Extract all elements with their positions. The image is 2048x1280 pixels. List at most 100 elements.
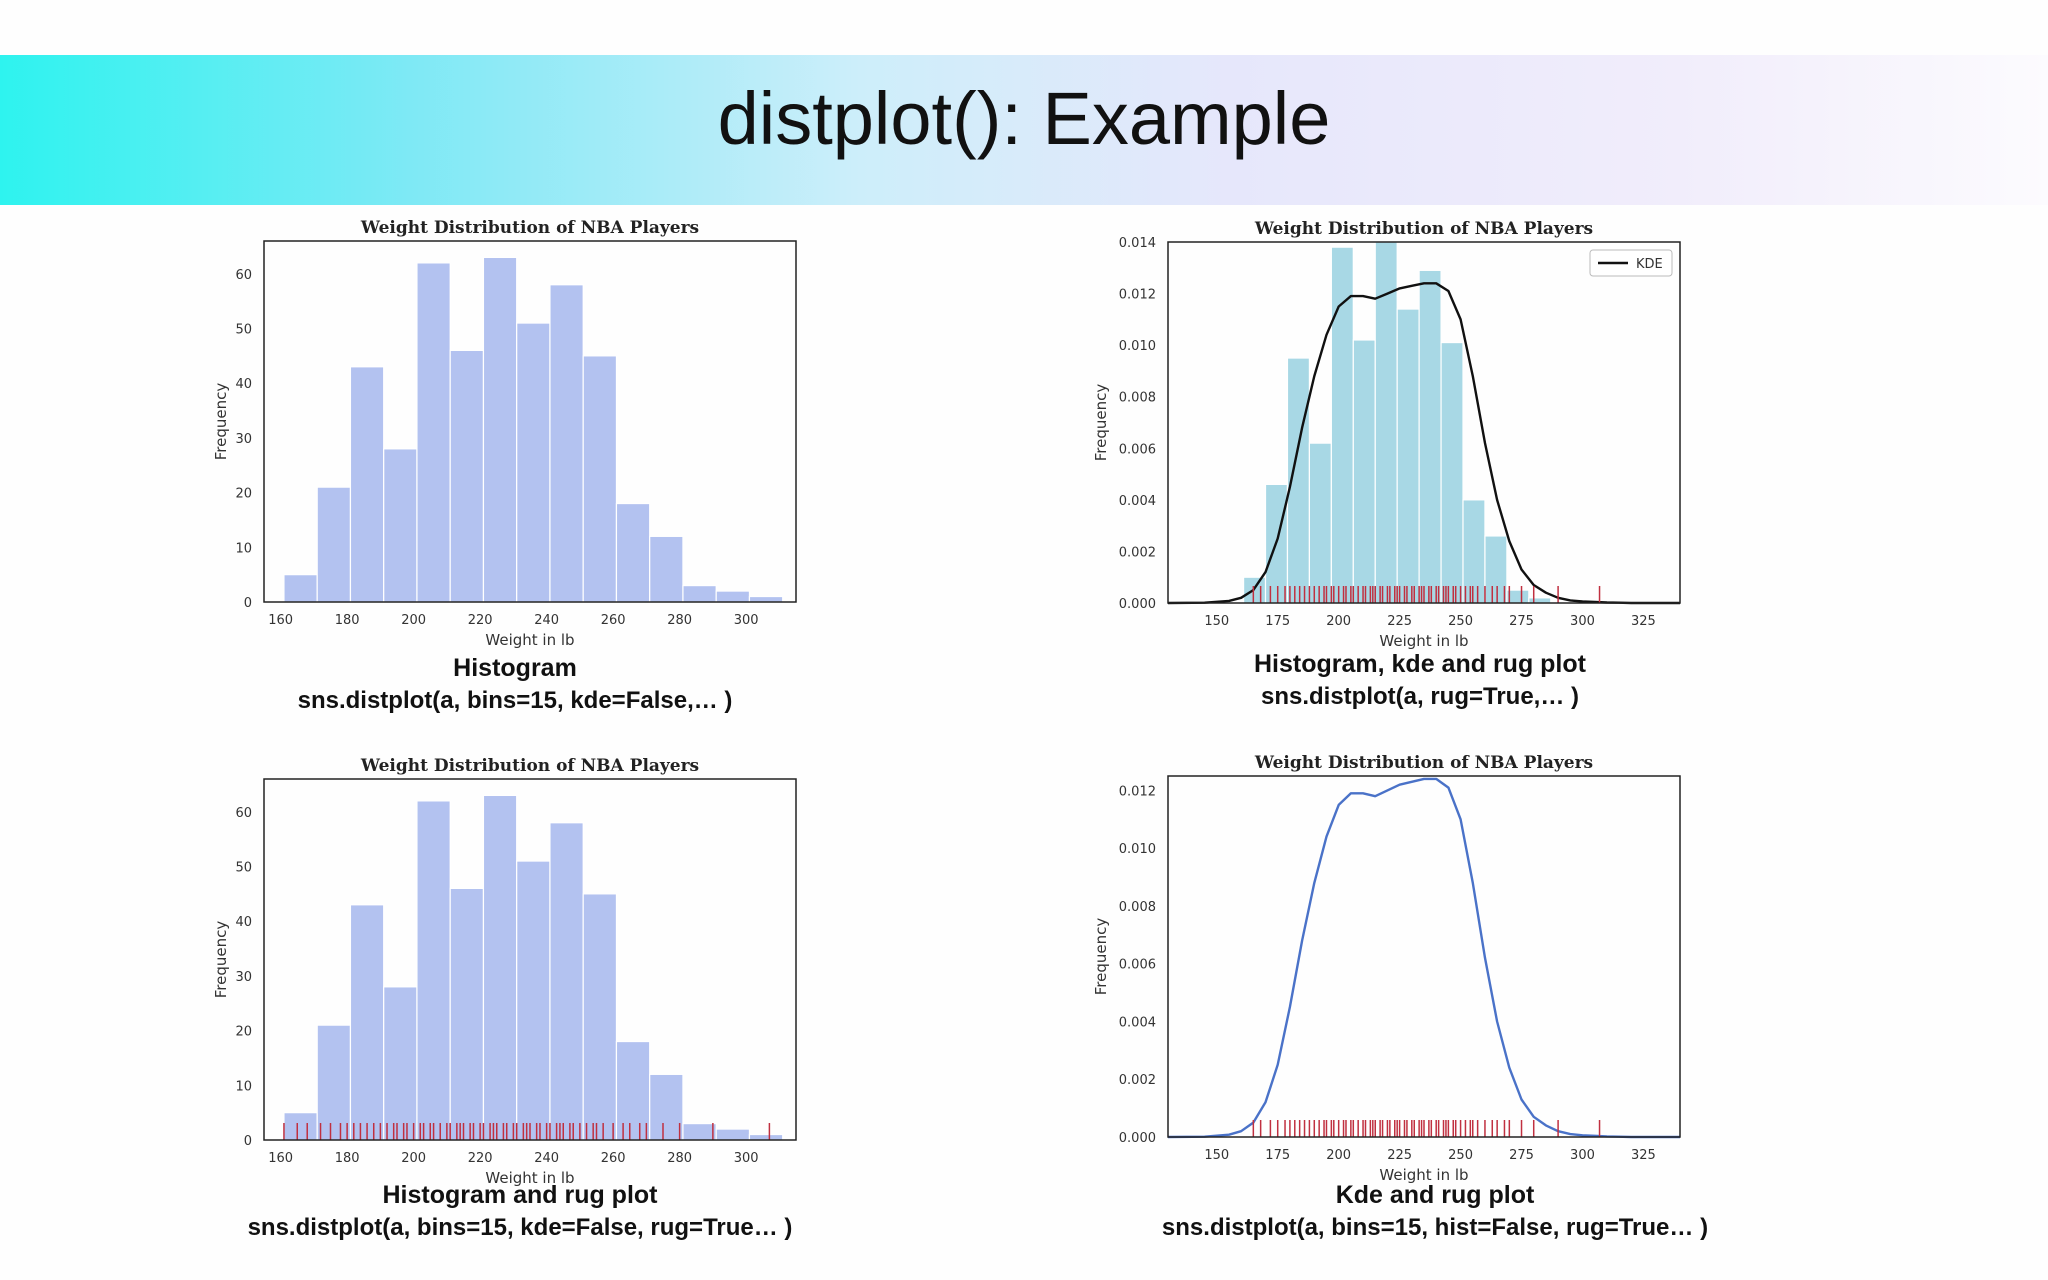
histogram-bar [482,794,518,1141]
histogram-bar [383,448,418,603]
x-tick-label: 300 [1570,614,1595,629]
x-tick-label: 200 [401,613,426,628]
y-tick-label: 20 [235,487,252,502]
x-tick-label: 240 [534,613,559,628]
y-tick-label: 0.010 [1119,842,1156,857]
y-tick-label: 0.002 [1119,1073,1156,1088]
chart-title: Weight Distribution of NBA Players [1254,219,1593,239]
x-tick-label: 200 [1326,614,1351,629]
x-tick-label: 300 [1570,1148,1595,1163]
caption-title: Histogram [453,654,577,682]
x-axis-label: Weight in lb [485,631,574,649]
y-tick-label: 0.004 [1119,494,1156,509]
legend-label: KDE [1636,257,1663,272]
x-tick-label: 175 [1265,614,1290,629]
x-tick-label: 260 [601,613,626,628]
x-axis-label: Weight in lb [1379,1166,1468,1184]
y-axis-label: Frequency [212,921,230,999]
y-tick-label: 0.012 [1119,784,1156,799]
y-tick-label: 0.002 [1119,545,1156,560]
y-tick-label: 0.012 [1119,288,1156,303]
y-tick-label: 10 [235,541,252,556]
x-tick-label: 280 [667,613,692,628]
title-banner [0,55,2048,205]
caption-histogram: Histogram sns.distplot(a, bins=15, kde=F… [230,652,800,716]
chart-title: Weight Distribution of NBA Players [360,756,699,776]
x-tick-label: 260 [601,1151,626,1166]
histogram-bar [349,904,385,1141]
y-tick-label: 0.006 [1119,958,1156,973]
y-tick-label: 0 [244,596,252,611]
y-tick-label: 0.006 [1119,442,1156,457]
y-tick-label: 30 [235,970,252,985]
plot-frame [1167,241,1681,604]
y-tick-label: 40 [235,377,252,392]
chart-title: Weight Distribution of NBA Players [360,218,699,238]
legend-box [1589,249,1673,277]
y-tick-label: 60 [235,806,252,821]
x-tick-label: 160 [268,1151,293,1166]
caption-title: Histogram, kde and rug plot [1254,650,1586,678]
histogram-bar [649,1073,684,1141]
x-tick-label: 300 [734,1151,759,1166]
kde-line [1167,777,1680,1139]
caption-code: sns.distplot(a, rug=True,… ) [1260,682,1580,710]
x-tick-label: 150 [1204,614,1229,629]
y-tick-label: 0.000 [1119,597,1156,612]
y-axis-label: Frequency [1092,918,1110,996]
x-tick-label: 150 [1204,1148,1229,1163]
histogram-bar [649,535,684,603]
x-tick-label: 200 [401,1151,426,1166]
x-tick-label: 250 [1448,614,1473,629]
histogram-bar [482,256,518,603]
y-tick-label: 0.008 [1119,391,1156,406]
x-tick-label: 200 [1326,1148,1351,1163]
x-tick-label: 250 [1448,1148,1473,1163]
histogram-bar [516,860,551,1141]
y-tick-label: 60 [235,268,252,283]
caption-code: sns.distplot(a, bins=15, hist=False, rug… [1161,1213,1709,1241]
plot-frame [263,240,797,603]
chart-title: Weight Distribution of NBA Players [1254,753,1593,773]
histogram-bar [449,349,485,603]
y-tick-label: 50 [235,861,252,876]
caption-hist-rug: Histogram and rug plot sns.distplot(a, b… [210,1179,830,1243]
plot-frame [263,778,797,1141]
y-tick-label: 30 [235,432,252,447]
plot-frame [1167,775,1681,1138]
histogram-bar [516,322,551,603]
y-axis-label: Frequency [212,383,230,461]
x-tick-label: 225 [1387,1148,1412,1163]
y-tick-label: 20 [235,1025,252,1040]
histogram-bar [416,800,451,1141]
x-tick-label: 180 [335,613,360,628]
y-tick-label: 0.010 [1119,339,1156,354]
y-tick-label: 0.008 [1119,900,1156,915]
histogram-bar [615,502,651,603]
x-tick-label: 280 [667,1151,692,1166]
y-tick-label: 10 [235,1079,252,1094]
y-axis-label: Frequency [1092,384,1110,462]
caption-title: Histogram and rug plot [382,1181,658,1209]
y-tick-label: 0.004 [1119,1015,1156,1030]
x-tick-label: 325 [1631,614,1656,629]
y-tick-label: 0 [244,1134,252,1149]
histogram-bar [615,1040,651,1141]
x-tick-label: 160 [268,613,293,628]
y-tick-label: 0.014 [1119,236,1156,251]
y-tick-label: 0.000 [1119,1131,1156,1146]
x-axis-label: Weight in lb [485,1169,574,1187]
histogram-bar [416,262,451,603]
x-tick-label: 325 [1631,1148,1656,1163]
histogram-bar [582,893,618,1141]
slide-title: distplot(): Example [717,77,1331,160]
kde-line [1167,282,1680,605]
caption-code: sns.distplot(a, bins=15, kde=False,… ) [297,686,733,714]
x-axis-label: Weight in lb [1379,632,1468,650]
y-tick-label: 50 [235,323,252,338]
x-tick-label: 275 [1509,1148,1534,1163]
